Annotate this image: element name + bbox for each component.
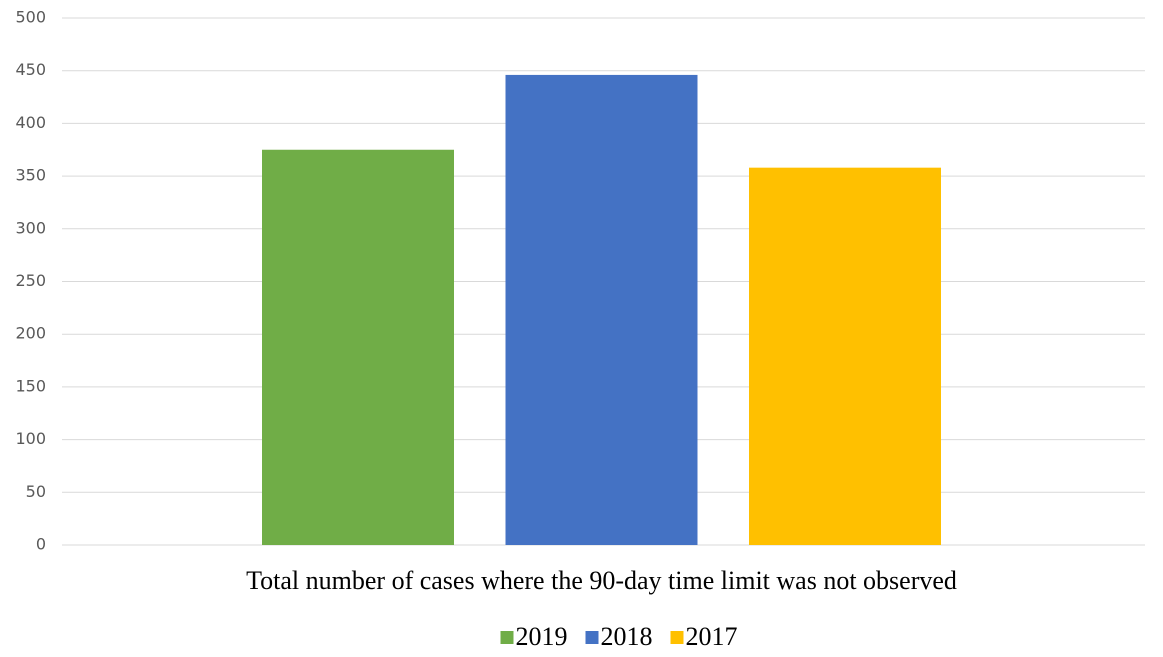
legend-swatch — [500, 631, 514, 644]
x-tick-label: Total number of cases where the 90-day t… — [246, 566, 957, 595]
legend-swatch — [670, 631, 684, 644]
y-tick-label: 100 — [15, 429, 46, 448]
y-tick-label: 300 — [15, 218, 46, 237]
y-tick-label: 150 — [15, 376, 46, 395]
y-tick-label: 500 — [15, 8, 46, 27]
y-tick-label: 0 — [36, 535, 46, 554]
legend-label: 2019 — [516, 622, 568, 651]
bar — [262, 149, 454, 545]
bar — [505, 74, 698, 545]
y-tick-label: 350 — [15, 166, 46, 185]
legend-label: 2018 — [601, 622, 653, 651]
legend-label: 2017 — [686, 622, 738, 651]
bar — [749, 167, 941, 545]
y-tick-label: 200 — [15, 324, 46, 343]
y-tick-label: 450 — [15, 60, 46, 79]
legend-swatch — [585, 631, 599, 644]
y-tick-label: 250 — [15, 271, 46, 290]
y-tick-label: 50 — [26, 482, 46, 501]
y-tick-label: 400 — [15, 113, 46, 132]
